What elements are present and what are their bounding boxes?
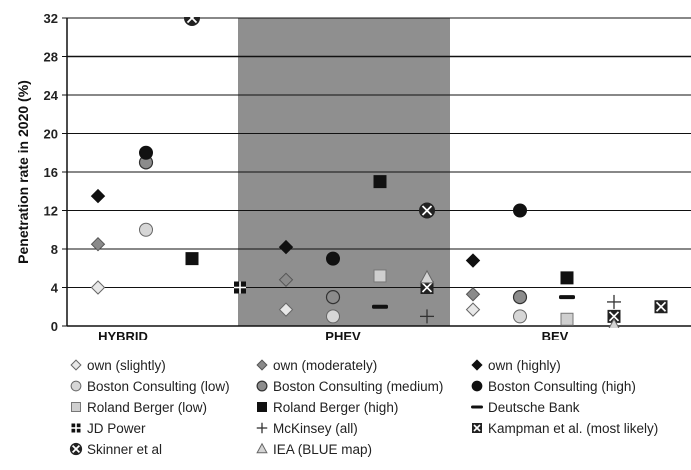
legend-marker-icon: [472, 423, 482, 433]
y-tick-label: 12: [44, 204, 58, 219]
legend-item: Skinner et al: [68, 439, 162, 459]
marker-dash-bev: [559, 295, 575, 300]
y-tick-label: 20: [44, 127, 58, 142]
legend-item: McKinsey (all): [254, 418, 358, 438]
legend-label: Boston Consulting (medium): [273, 378, 444, 394]
legend-item: IEA (BLUE map): [254, 439, 372, 459]
legend-item: Roland Berger (high): [254, 397, 398, 417]
legend-item: own (highly): [469, 355, 561, 375]
y-tick-label: 24: [44, 88, 59, 103]
marker-square-light-phev: [373, 269, 387, 283]
y-tick-labels: 0 4 8 12 16 20 24 28 32: [44, 11, 59, 334]
legend-item: Boston Consulting (medium): [254, 376, 443, 396]
legend-item: Boston Consulting (low): [68, 376, 230, 396]
marker-plus-phev: [420, 309, 434, 324]
marker-square-black-hybrid: [185, 252, 199, 266]
marker-square-black-phev: [373, 175, 387, 189]
y-tick-label: 16: [44, 165, 58, 180]
marker-circle-grey-bev: [512, 290, 528, 305]
legend-marker-icon: [71, 402, 81, 412]
legend-label: own (highly): [488, 357, 561, 373]
marker-kampman-phev: [420, 281, 434, 294]
y-tick-label: 8: [51, 242, 58, 257]
legend-label: own (moderately): [273, 357, 378, 373]
marker-triangle-bev: [608, 317, 620, 328]
marker-diamond-black-phev: [278, 239, 294, 255]
data-markers: [90, 17, 668, 328]
legend-marker-icon: [70, 359, 82, 371]
marker-diamond-black-hybrid: [90, 188, 106, 204]
legend-label: Skinner et al: [87, 441, 163, 457]
category-labels: HYBRID PHEV BEV: [98, 329, 569, 340]
legend-marker-icon: [70, 380, 82, 392]
marker-skinner-hybrid: [184, 17, 200, 26]
marker-square-black-bev: [560, 271, 574, 285]
marker-circle-grey-phev: [325, 290, 341, 305]
marker-jd-hybrid: [234, 281, 246, 294]
legend-marker-icon: [256, 442, 268, 454]
legend-item: Boston Consulting (high): [469, 376, 636, 396]
legend-marker-icon: [471, 359, 483, 371]
legend-label: Boston Consulting (low): [87, 378, 230, 394]
legend-item: own (slightly): [68, 355, 166, 375]
y-tick-label: 32: [44, 11, 58, 26]
legend-marker-icon: [257, 402, 267, 412]
marker-dash-phev: [372, 304, 388, 309]
legend-marker-icon: [256, 359, 268, 371]
marker-triangle-phev: [419, 269, 435, 284]
marker-diamond-grey-hybrid: [90, 236, 106, 252]
legend-label: Kampman et al. (most likely): [488, 420, 659, 436]
legend-label: own (slightly): [87, 357, 166, 373]
marker-diamond-open-phev: [278, 302, 294, 317]
legend-marker-icon: [256, 380, 268, 392]
legend-item: JD Power: [68, 418, 146, 438]
y-tick-label: 0: [51, 319, 58, 334]
y-tick-label: 28: [44, 50, 58, 65]
legend-label: Roland Berger (high): [273, 399, 399, 415]
chart: 0 4 8 12 16 20 24 28 32 Penetration rate in 2020…: [15, 11, 691, 340]
legend-marker-icon: [256, 422, 268, 434]
marker-circle-light-hybrid: [139, 222, 153, 237]
marker-square-light-bev: [560, 312, 574, 326]
marker-diamond-grey-bev: [465, 287, 481, 302]
legend-label: IEA (BLUE map): [273, 441, 373, 457]
legend-item: Kampman et al. (most likely): [469, 418, 658, 438]
legend-label: Roland Berger (low): [87, 399, 208, 415]
grid: [62, 17, 691, 327]
legend-item: own (moderately): [254, 355, 377, 375]
category-label-hybrid: HYBRID: [98, 329, 148, 340]
legend-marker-icon: [69, 442, 83, 456]
legend-marker-icon: [471, 405, 483, 409]
legend-item: Roland Berger (low): [68, 397, 207, 417]
legend-label: Boston Consulting (high): [488, 378, 636, 394]
legend-item: Deutsche Bank: [469, 397, 580, 417]
marker-circle-black-hybrid: [139, 145, 153, 160]
legend-label: McKinsey (all): [273, 420, 358, 436]
marker-diamond-grey-phev: [278, 272, 294, 288]
marker-diamond-open-bev: [465, 302, 481, 317]
marker-diamond-black-bev: [465, 253, 481, 268]
category-label-bev: BEV: [542, 329, 569, 340]
marker-skinner-phev: [419, 202, 435, 219]
legend-label: JD Power: [87, 420, 146, 436]
legend-label: Deutsche Bank: [488, 399, 580, 415]
legend-marker-icon: [471, 380, 483, 392]
marker-circle-black-bev: [513, 203, 527, 218]
y-axis-label: Penetration rate in 2020 (%): [15, 80, 31, 264]
category-label-phev: PHEV: [325, 329, 361, 340]
marker-circle-light-bev: [513, 309, 527, 324]
marker-diamond-open-hybrid: [90, 280, 106, 295]
y-tick-label: 4: [51, 281, 59, 296]
legend-marker-icon: [71, 423, 81, 433]
marker-plus-bev: [607, 294, 621, 309]
marker-circle-black-phev: [326, 251, 340, 266]
marker-kampman-bev: [654, 300, 668, 314]
marker-circle-light-phev: [326, 309, 340, 324]
